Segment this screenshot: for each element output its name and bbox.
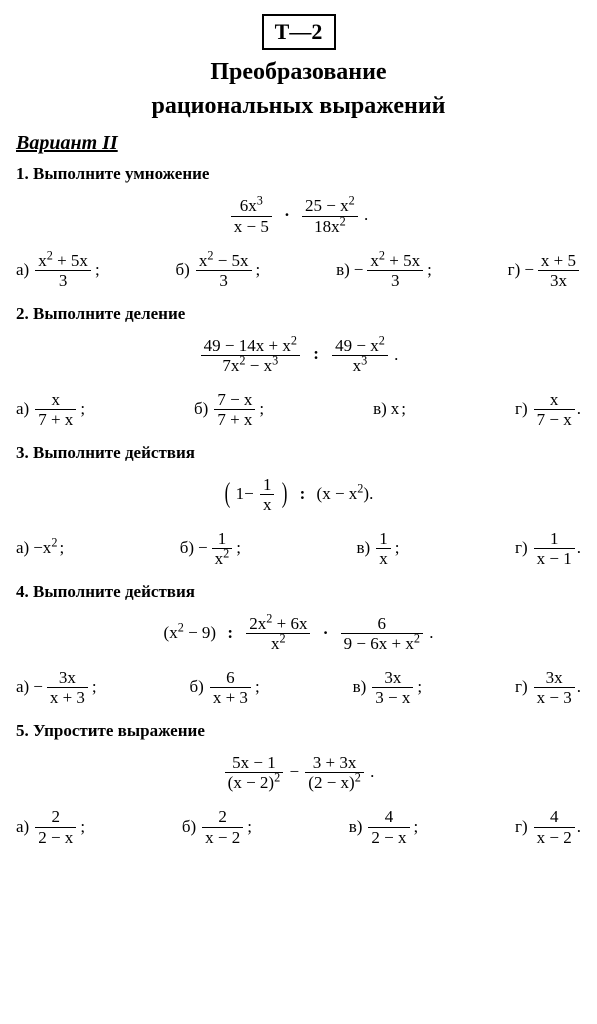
task5-heading: 5. Упростите выражение [16, 720, 581, 743]
task2-expression: 49 − 14x + x2 7x2 − x3 : 49 − x2 x3 . [16, 336, 581, 376]
period: . [370, 762, 374, 781]
task3-expression: ( 1− 1x ) : (x − x2). [16, 475, 581, 515]
task1-b: б) x2 − 5x3 ; [176, 251, 261, 291]
task4-text: Выполните действия [29, 582, 195, 601]
task4-heading: 4. Выполните действия [16, 581, 581, 604]
task5-frac2: 3 + 3x (2 − x)2 [305, 753, 364, 793]
divide-icon: : [220, 623, 240, 642]
task2-b: б) 7 − x7 + x ; [194, 390, 264, 430]
task4-b: б) 6x + 3 ; [190, 668, 260, 708]
task4-v: в) 3x3 − x ; [353, 668, 423, 708]
task1-frac1: 6x3 x − 5 [231, 196, 272, 236]
period: . [394, 344, 398, 363]
task5-a: а) 22 − x ; [16, 807, 85, 847]
task4-g: г) 3xx − 3 . [515, 668, 581, 708]
variant-heading: Вариант II [16, 130, 581, 157]
task3-a: а) −x2 ; [16, 537, 64, 560]
task5-frac1: 5x − 1 (x − 2)2 [225, 753, 284, 793]
task2-g: г) x7 − x . [515, 390, 581, 430]
task4-a: а) − 3xx + 3 ; [16, 668, 97, 708]
multiply-icon: · [317, 623, 335, 642]
task2-number: 2. [16, 304, 29, 323]
task3-heading: 3. Выполните действия [16, 442, 581, 465]
task5-g: г) 4x − 2 . [515, 807, 581, 847]
task4-answers: а) − 3xx + 3 ; б) 6x + 3 ; в) 3x3 − x ; … [16, 668, 581, 708]
divide-icon: : [293, 484, 313, 503]
task1-answers: а) x2 + 5x3 ; б) x2 − 5x3 ; в) − x2 + 5x… [16, 251, 581, 291]
task1-text: Выполните умножение [29, 164, 210, 183]
task3-b: б) − 1x2 ; [180, 529, 241, 569]
task3-answers: а) −x2 ; б) − 1x2 ; в) 1x ; г) 1x − 1 . [16, 529, 581, 569]
task2-text: Выполните деление [29, 304, 186, 323]
task4-expression: (x2 − 9) : 2x2 + 6x x2 · 6 9 − 6x + x2 . [16, 614, 581, 654]
task2-answers: а) x7 + x ; б) 7 − x7 + x ; в) x ; г) x7… [16, 390, 581, 430]
task4-number: 4. [16, 582, 29, 601]
title-line2: рациональных выражений [16, 90, 581, 122]
task3-g: г) 1x − 1 . [515, 529, 581, 569]
task3-v: в) 1x ; [357, 529, 400, 569]
period: . [364, 205, 368, 224]
task5-v: в) 42 − x ; [349, 807, 419, 847]
task2-heading: 2. Выполните деление [16, 303, 581, 326]
rparen-icon: ) [282, 475, 288, 514]
task3-text: Выполните действия [29, 443, 195, 462]
task4-frac1: 2x2 + 6x x2 [246, 614, 310, 654]
task1-expression: 6x3 x − 5 · 25 − x2 18x2 . [16, 196, 581, 236]
task1-g: г) − x + 53x [508, 251, 581, 291]
period: . [429, 623, 433, 642]
task2-frac1: 49 − 14x + x2 7x2 − x3 [201, 336, 300, 376]
task1-v: в) − x2 + 5x3 ; [336, 251, 432, 291]
task5-answers: а) 22 − x ; б) 2x − 2 ; в) 42 − x ; г) 4… [16, 807, 581, 847]
divide-icon: : [306, 344, 326, 363]
minus-icon: − [289, 762, 303, 781]
task1-number: 1. [16, 164, 29, 183]
lparen-icon: ( [225, 475, 231, 514]
task2-v: в) x ; [373, 398, 406, 421]
task5-text: Упростите выражение [29, 721, 205, 740]
task1-a: а) x2 + 5x3 ; [16, 251, 100, 291]
task2-frac2: 49 − x2 x3 [332, 336, 388, 376]
task1-frac2: 25 − x2 18x2 [302, 196, 358, 236]
task5-number: 5. [16, 721, 29, 740]
multiply-icon: · [278, 205, 296, 224]
task5-expression: 5x − 1 (x − 2)2 − 3 + 3x (2 − x)2 . [16, 753, 581, 793]
task4-frac2: 6 9 − 6x + x2 [341, 614, 423, 654]
task5-b: б) 2x − 2 ; [182, 807, 252, 847]
title-line1: Преобразование [16, 56, 581, 88]
task3-number: 3. [16, 443, 29, 462]
task2-a: а) x7 + x ; [16, 390, 85, 430]
test-badge: Т—2 [262, 14, 336, 50]
task1-heading: 1. Выполните умножение [16, 163, 581, 186]
